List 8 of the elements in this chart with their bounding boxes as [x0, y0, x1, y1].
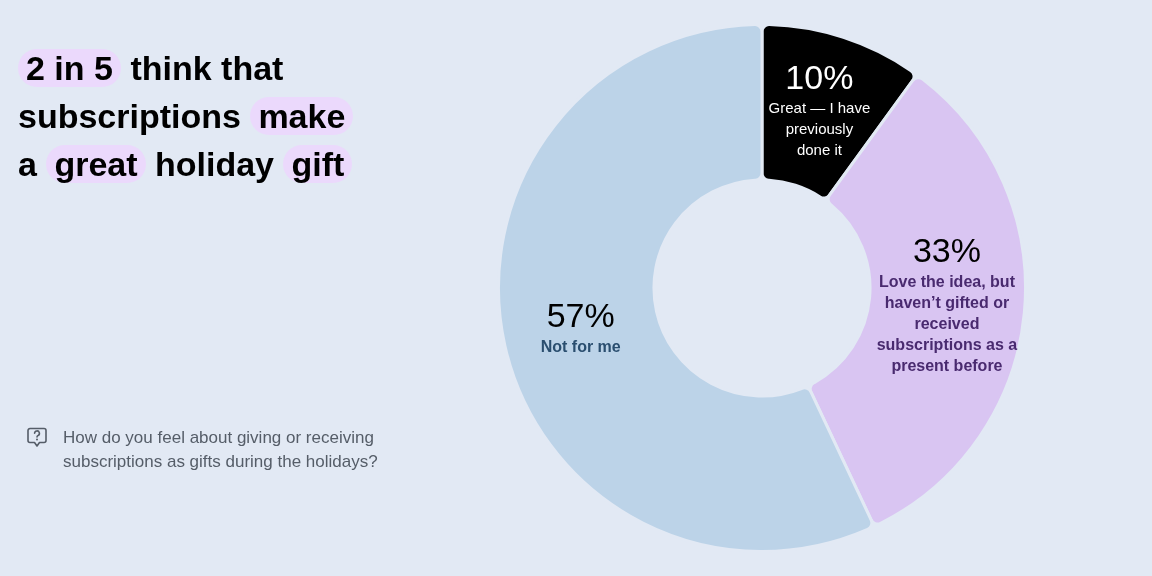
slice-label: Love the idea, but haven’t gifted or received subscriptions as a present before: [876, 272, 1018, 374]
data-label: 10%: [785, 58, 854, 97]
slice-label: Not for me: [540, 337, 621, 355]
data-label: 57%: [546, 296, 615, 335]
chart-title: 2 in 5 think that subscriptions make a great holiday gift: [18, 49, 346, 183]
slice-label: Great — I have previously done it: [768, 99, 871, 159]
text: How do you feel about giving or receiving subscriptions as gifts during the holidays?: [63, 427, 379, 473]
data-label: 33%: [912, 231, 981, 270]
